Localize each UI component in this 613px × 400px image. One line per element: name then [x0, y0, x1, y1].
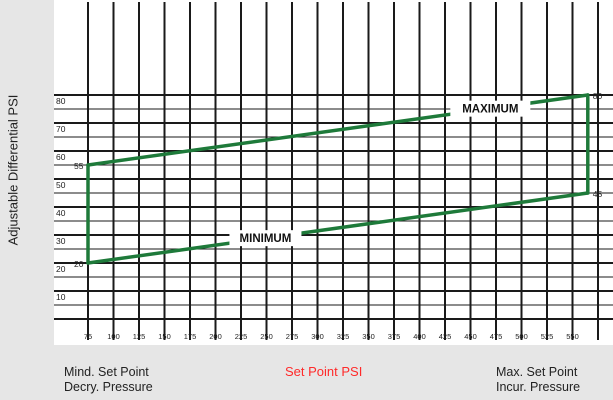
- series-line-minimum: [86, 191, 590, 265]
- plot-background: [54, 0, 613, 345]
- data-labels: MAXIMUM MINIMUM 55 20 80 45: [74, 91, 603, 269]
- y-tick-80: 80: [56, 96, 66, 106]
- x-tick-175: 175: [184, 332, 197, 341]
- x-tick-400: 400: [413, 332, 426, 341]
- y-tick-60: 60: [56, 152, 66, 162]
- max-set-point-line1: Max. Set Point: [496, 365, 578, 379]
- x-tick-375: 375: [388, 332, 401, 341]
- x-tick-100: 100: [107, 332, 120, 341]
- x-tick-125: 125: [133, 332, 146, 341]
- point-label-80: 80: [593, 91, 603, 101]
- x-tick-325: 325: [337, 332, 350, 341]
- x-axis-label: Set Point PSI: [285, 364, 363, 379]
- x-tick-300: 300: [311, 332, 324, 341]
- max-set-point-label: Max. Set Point Incur. Pressure: [496, 365, 580, 395]
- series-label-maximum: MAXIMUM: [462, 104, 518, 116]
- max-set-point-line2: Incur. Pressure: [496, 380, 581, 394]
- x-tick-250: 250: [260, 332, 273, 341]
- y-tick-50: 50: [56, 180, 66, 190]
- min-set-point-label: Mind. Set Point Decry. Pressure: [64, 365, 153, 395]
- x-tick-275: 275: [286, 332, 299, 341]
- x-tick-500: 500: [515, 332, 528, 341]
- y-tick-40: 40: [56, 208, 66, 218]
- y-tick-70: 70: [56, 124, 66, 134]
- x-tick-150: 150: [158, 332, 171, 341]
- y-tick-10: 10: [56, 292, 66, 302]
- series-label-bg-minimum: [229, 230, 302, 247]
- y-tick-20: 20: [56, 264, 66, 274]
- min-set-point-line2: Decry. Pressure: [64, 380, 153, 394]
- tick-labels: 75 100 125 150 175 200 225 250 275 300 325 350 375 40…: [56, 96, 579, 341]
- point-label-45: 45: [593, 189, 603, 199]
- y-tick-30: 30: [56, 236, 66, 246]
- point-label-20: 20: [74, 259, 84, 269]
- x-tick-550: 550: [566, 332, 579, 341]
- x-tick-425: 425: [439, 332, 452, 341]
- x-tick-200: 200: [209, 332, 222, 341]
- series-label-bg-maximum: [450, 100, 531, 117]
- x-tick-475: 475: [490, 332, 503, 341]
- x-tick-75: 75: [84, 332, 92, 341]
- min-set-point-line1: Mind. Set Point: [64, 365, 149, 379]
- x-tick-350: 350: [362, 332, 375, 341]
- series-label-minimum: MINIMUM: [240, 233, 292, 245]
- point-label-55: 55: [74, 161, 84, 171]
- x-tick-525: 525: [541, 332, 554, 341]
- x-tick-225: 225: [235, 332, 248, 341]
- x-tick-450: 450: [464, 332, 477, 341]
